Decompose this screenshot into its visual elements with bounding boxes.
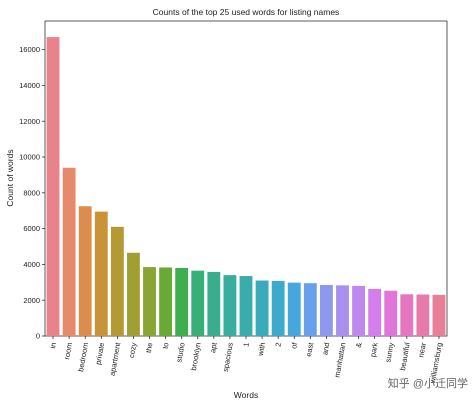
x-tick-label-bedroom-2: bedroom (76, 342, 90, 373)
x-axis-label: Words (234, 390, 258, 400)
x-tick-label-to-7: to (161, 342, 171, 350)
x-tick-label-2-14: 2 (274, 342, 284, 348)
x-tick-label-private-3: private (93, 342, 106, 366)
x-tick-label-of-15: of (289, 341, 299, 350)
bar-spacious-11 (223, 275, 237, 336)
bar-bedroom-2 (78, 206, 92, 336)
bar-the-6 (143, 267, 156, 336)
x-tick-label-the-6: the (144, 342, 155, 354)
x-tick-label-apt-10: apt (208, 341, 219, 354)
bar-apt-10 (207, 271, 221, 336)
bar-with-13 (255, 280, 269, 336)
bar-williamsburg-24 (432, 294, 446, 336)
y-tick-label: 10000 (19, 153, 40, 162)
x-tick-label-cozy-5: cozy (127, 342, 139, 359)
x-tick-label-studio-8: studio (174, 342, 186, 363)
chart-title: Counts of the top 25 used words for list… (153, 7, 340, 17)
x-tick-label-apartment-4: apartment (108, 341, 123, 377)
y-tick-label: 4000 (23, 260, 40, 269)
bar-manhattan-18 (336, 285, 349, 336)
watermark: 知乎 @小迁同学 (388, 376, 468, 390)
y-tick-label: 8000 (23, 188, 40, 197)
x-tick-label-1-12: 1 (241, 342, 251, 348)
y-axis-label: Count of words (5, 149, 15, 206)
bar-of-15 (287, 282, 301, 336)
x-tick-label--19: & (354, 342, 364, 349)
bar-to-7 (159, 267, 173, 336)
x-tick-label-manhattan-18: manhattan (332, 342, 347, 378)
y-tick-label: 12000 (19, 117, 40, 126)
x-tick-label-park-20: park (368, 342, 379, 358)
y-tick-label: 0 (36, 332, 40, 341)
bar-park-20 (368, 288, 382, 336)
x-ticks-group: in room bedroom private apartment cozy the to st… (48, 336, 444, 385)
bar-1-12 (239, 276, 253, 336)
x-tick-label-room-1: room (62, 342, 74, 360)
x-tick-label-with-13: with (256, 342, 267, 358)
x-tick-label-brooklyn-9: brooklyn (189, 342, 203, 371)
y-tick-label: 6000 (23, 224, 40, 233)
bar-room-1 (62, 167, 76, 336)
y-tick-label: 16000 (19, 45, 40, 54)
x-tick-label-sunny-21: sunny (383, 342, 395, 364)
bar-studio-8 (175, 267, 189, 336)
bars-group (46, 37, 446, 337)
x-tick-label-and-17: and (320, 342, 331, 356)
bar--19 (352, 285, 365, 336)
y-ticks-group: 0 2000 4000 6000 8000 10000 12000 14000 16000 (19, 45, 45, 341)
bar-beautiful-22 (400, 294, 414, 336)
x-tick-label-in-0: in (48, 342, 58, 349)
bar-in-0 (46, 37, 60, 337)
x-tick-label-east-16: east (304, 341, 315, 357)
bar-east-16 (303, 283, 317, 336)
bar-apartment-4 (110, 226, 124, 336)
bar-2-14 (271, 280, 285, 337)
y-tick-label: 2000 (23, 296, 40, 305)
x-tick-label-beautiful-22: beautiful (398, 341, 412, 371)
bar-cozy-5 (127, 252, 140, 336)
bar-private-3 (94, 211, 108, 336)
bar-sunny-21 (384, 290, 398, 336)
bar-brooklyn-9 (191, 270, 205, 336)
x-tick-label-near-23: near (416, 341, 428, 358)
y-tick-label: 14000 (19, 81, 40, 90)
x-tick-label-spacious-11: spacious (221, 342, 235, 373)
bar-near-23 (416, 294, 430, 336)
bar-and-17 (319, 284, 333, 336)
